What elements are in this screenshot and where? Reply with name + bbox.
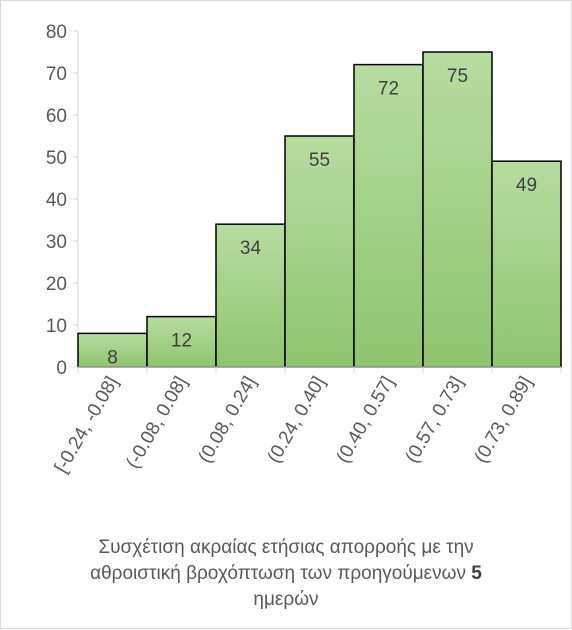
- y-axis: 0 10 20 30 40 50 60 70 80: [46, 22, 79, 379]
- y-tick-label: 30: [46, 232, 67, 253]
- bar-data-label: 34: [240, 238, 262, 259]
- bar: [353, 63, 424, 368]
- bar-data-label: 55: [309, 150, 330, 171]
- bar: [146, 315, 217, 368]
- x-tick-label: (0.40, 0.57]: [333, 373, 399, 467]
- x-tick-label: (0.24, 0.40]: [264, 373, 330, 467]
- y-tick-label: 20: [46, 274, 67, 295]
- y-tick-label: 50: [46, 148, 67, 169]
- x-axis-title-end: ημερών: [253, 589, 319, 610]
- bar-data-label: 72: [378, 79, 399, 100]
- bar-data-label: 75: [447, 66, 468, 87]
- x-axis-title-bold: 5: [471, 563, 482, 584]
- y-tick-label: 0: [56, 358, 67, 379]
- x-tick-label: (0.73, 0.89]: [471, 373, 537, 467]
- bar-data-label: 8: [107, 347, 118, 368]
- bar: [77, 332, 148, 368]
- bar: [422, 51, 493, 368]
- bar: [491, 160, 562, 368]
- x-axis-title: Συσχέτιση ακραίας ετήσιας απορροής με τη…: [61, 535, 511, 613]
- x-tick-label: (0.57, 0.73]: [402, 373, 468, 467]
- y-tick-label: 70: [46, 64, 67, 85]
- y-tick-label: 60: [46, 106, 67, 127]
- y-tick-label: 40: [46, 190, 67, 211]
- bar-data-label: 12: [171, 331, 192, 352]
- y-tick-label: 10: [46, 316, 67, 337]
- bars: 8 12 34 55 72 75 49: [77, 51, 562, 368]
- y-tick-label: 80: [46, 22, 67, 43]
- bar: [284, 135, 355, 368]
- x-tick-label: (0.08, 0.24]: [195, 373, 261, 467]
- x-tick-label: [-0.24, -0.08]: [51, 373, 123, 477]
- x-tick-label: (-0.08, 0.08]: [122, 373, 191, 472]
- x-axis-title-main: Συσχέτιση ακραίας ετήσιας απορροής με τη…: [90, 537, 474, 584]
- bar-data-label: 49: [516, 175, 537, 196]
- x-axis: [-0.24, -0.08] (-0.08, 0.08] (0.08, 0.24](…: [51, 366, 562, 477]
